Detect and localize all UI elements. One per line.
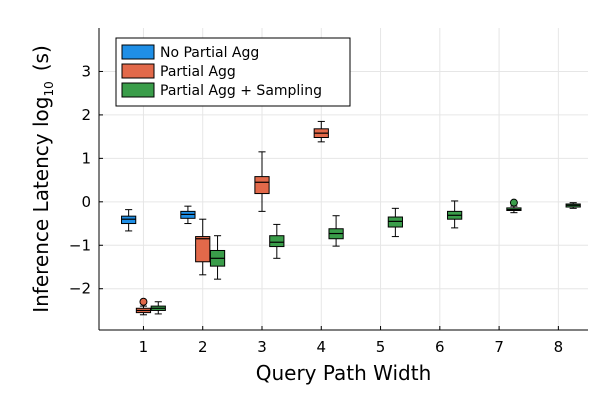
box-iqr (121, 215, 137, 225)
legend: No Partial Agg Partial Agg Partial Agg + S… (115, 37, 351, 107)
x-tick-label: 8 (554, 338, 564, 356)
legend-label: Partial Agg + Sampling (160, 83, 322, 99)
box-iqr (387, 216, 403, 228)
y-tick-label: 1 (81, 149, 91, 167)
legend-frame (115, 37, 351, 107)
y-axis-label: Inference Latency log10 (s) (29, 45, 56, 313)
x-tick-label: 4 (316, 338, 326, 356)
y-axis-label-subscript: 10 (42, 81, 56, 96)
box-outlier (509, 198, 518, 207)
legend-swatch (121, 82, 155, 98)
y-axis-label-unit: (s) (29, 45, 53, 71)
x-tick-label: 6 (435, 338, 445, 356)
box-iqr (269, 235, 285, 248)
x-axis-ticks: 1 2 3 4 5 6 7 8 (139, 326, 563, 356)
x-tick-label: 5 (376, 338, 386, 356)
x-tick-label: 7 (494, 338, 504, 356)
x-tick-label: 1 (139, 338, 149, 356)
y-tick-label: 3 (81, 62, 91, 80)
series-partial-agg (135, 120, 329, 316)
legend-label: No Partial Agg (160, 45, 259, 61)
legend-label: Partial Agg (160, 64, 236, 80)
y-tick-label: −2 (69, 280, 91, 298)
box-series (121, 120, 581, 316)
y-tick-label: 0 (81, 193, 91, 211)
x-tick-label: 3 (257, 338, 267, 356)
y-tick-label: 2 (81, 106, 91, 124)
legend-swatch (121, 44, 155, 60)
y-axis-ticks: −2 −1 0 1 2 3 (69, 62, 103, 298)
series-no-partial-agg (121, 205, 196, 232)
box-outlier (139, 297, 148, 306)
axes (98, 28, 588, 331)
series-partial-agg-sampling (150, 198, 581, 315)
x-axis-label: Query Path Width (256, 361, 432, 385)
y-axis-label-main: Inference Latency log (29, 97, 53, 313)
legend-swatch (121, 63, 155, 79)
y-tick-label: −1 (69, 236, 91, 254)
box-iqr (195, 236, 211, 263)
x-tick-label: 2 (198, 338, 208, 356)
box-iqr (254, 176, 270, 195)
